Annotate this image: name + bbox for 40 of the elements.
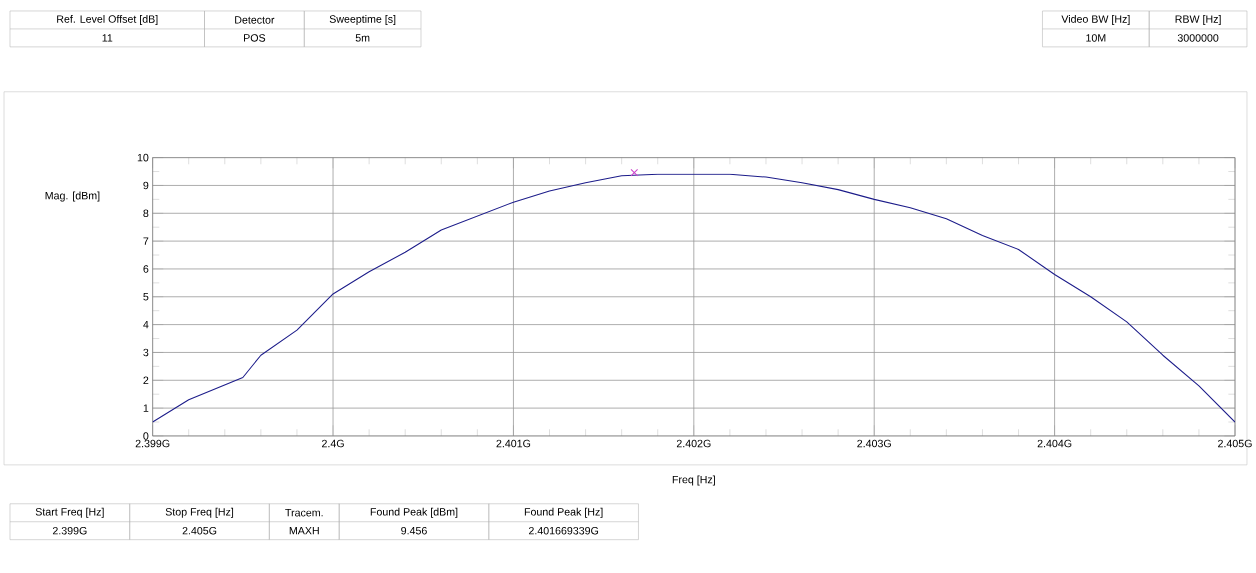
y-tick-label: 8 <box>143 209 149 218</box>
text: 10M <box>1086 34 1106 42</box>
text: 5m <box>355 34 370 42</box>
x-tick-label: 2.399G <box>135 439 170 448</box>
text: Found Peak [Hz] <box>524 507 603 518</box>
text: 9.456 <box>401 527 427 535</box>
x-tick-label: 2.402G <box>676 439 711 448</box>
y-tick-label: 4 <box>143 321 149 329</box>
text: Ref. Level Offset [dB] <box>57 15 158 26</box>
y-tick-label: 0 <box>143 432 149 440</box>
x-tick-label: 2.404G <box>1037 439 1072 448</box>
y-tick-label: 2 <box>143 376 149 385</box>
text: RBW [Hz] <box>1175 15 1221 26</box>
x-axis-title: Freq [Hz] <box>672 475 715 486</box>
text: 2.399G <box>52 527 87 535</box>
text: 2.405G <box>182 527 217 535</box>
text: Detector <box>235 16 275 24</box>
x-tick-label: 2.403G <box>857 439 891 448</box>
y-tick-label: 7 <box>143 237 149 245</box>
y-tick-label: 1 <box>143 404 149 412</box>
text: Stop Freq [Hz] <box>165 507 234 518</box>
text: 2.401669339G <box>528 527 599 535</box>
y-tick-label: 5 <box>143 293 149 301</box>
text: POS <box>244 34 266 42</box>
text: Video BW [Hz] <box>1061 15 1130 26</box>
text: Tracem. <box>285 509 323 517</box>
text: MAXH <box>289 527 319 535</box>
y-tick-label: 9 <box>143 181 149 190</box>
y-tick-label: 3 <box>143 348 149 357</box>
y-tick-label: 10 <box>137 154 149 162</box>
text: Sweeptime [s] <box>329 15 396 26</box>
x-tick-label: 2.4G <box>322 439 344 448</box>
text: Found Peak [dBm] <box>370 507 458 518</box>
x-tick-label: 2.405G <box>1218 439 1252 448</box>
text: Start Freq [Hz] <box>35 507 104 518</box>
y-axis-title: Mag. [dBm] <box>45 191 100 202</box>
x-tick-label: 2.401G <box>496 439 531 448</box>
text: 3000000 <box>1177 34 1219 42</box>
y-tick-label: 6 <box>143 265 149 273</box>
text: 11 <box>102 34 113 42</box>
